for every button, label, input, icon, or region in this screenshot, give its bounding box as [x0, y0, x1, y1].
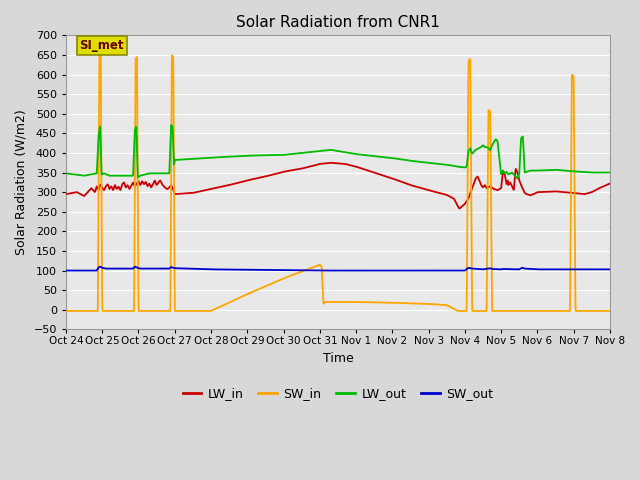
LW_out: [513, 176, 521, 181]
LW_in: [62, 191, 70, 197]
Line: LW_out: LW_out: [66, 125, 610, 179]
SW_in: [327, 299, 335, 305]
LW_in: [327, 160, 335, 166]
LW_out: [591, 169, 598, 175]
Text: SI_met: SI_met: [79, 38, 124, 51]
SW_out: [606, 266, 614, 272]
LW_out: [606, 169, 614, 175]
LW_in: [591, 188, 598, 193]
LW_in: [491, 186, 499, 192]
Y-axis label: Solar Radiation (W/m2): Solar Radiation (W/m2): [15, 109, 28, 255]
SW_out: [590, 266, 598, 272]
SW_in: [606, 308, 614, 314]
LW_out: [90, 171, 97, 177]
Line: SW_in: SW_in: [66, 53, 610, 311]
LW_out: [491, 138, 499, 144]
LW_in: [606, 180, 614, 186]
SW_out: [62, 268, 70, 274]
SW_in: [62, 308, 70, 314]
LW_out: [591, 169, 598, 175]
Line: LW_in: LW_in: [66, 163, 610, 209]
SW_out: [591, 266, 598, 272]
Legend: LW_in, SW_in, LW_out, SW_out: LW_in, SW_in, LW_out, SW_out: [177, 383, 499, 406]
LW_in: [90, 188, 97, 193]
SW_out: [327, 268, 335, 274]
Title: Solar Radiation from CNR1: Solar Radiation from CNR1: [236, 15, 440, 30]
SW_out: [90, 268, 97, 274]
SW_in: [95, 50, 103, 56]
LW_in: [456, 206, 463, 212]
LW_out: [312, 148, 320, 154]
SW_in: [90, 308, 97, 314]
SW_in: [312, 263, 320, 269]
LW_in: [591, 188, 598, 193]
LW_out: [62, 170, 70, 176]
LW_in: [326, 160, 334, 166]
SW_in: [491, 308, 499, 314]
LW_out: [168, 122, 175, 128]
SW_in: [591, 308, 598, 314]
X-axis label: Time: Time: [323, 352, 353, 365]
Line: SW_out: SW_out: [66, 267, 610, 271]
LW_out: [327, 147, 335, 153]
SW_in: [590, 308, 598, 314]
SW_out: [131, 264, 139, 270]
SW_out: [491, 266, 499, 272]
SW_out: [312, 268, 320, 274]
LW_in: [312, 162, 320, 168]
